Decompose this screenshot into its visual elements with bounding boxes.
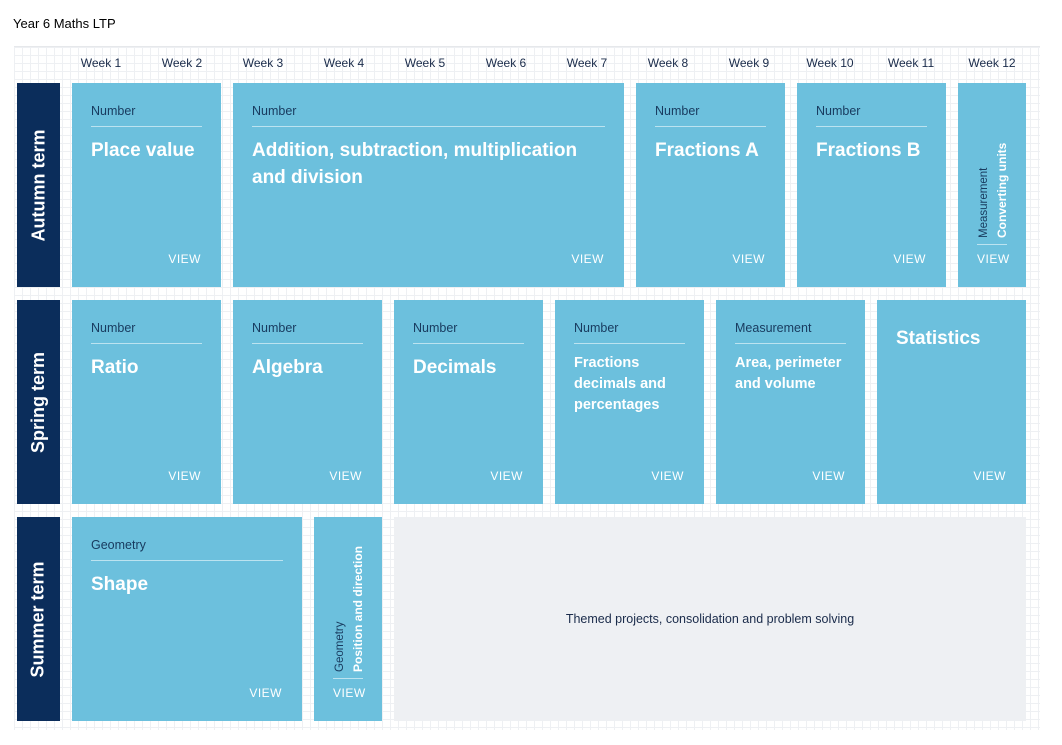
divider [413,343,524,344]
divider [574,343,685,344]
block-category: Number [252,104,297,118]
view-link[interactable]: VIEW [812,469,845,483]
week-header: Week 11 [887,56,935,70]
block-title: Ratio [91,357,139,378]
block-category: Number [816,104,861,118]
block-category: Number [252,321,297,335]
themed-projects-label: Themed projects, consolidation and probl… [565,612,855,626]
block-addition-subtraction[interactable]: Number Addition, subtraction, multiplica… [233,83,624,287]
week-header: Week 12 [968,56,1016,70]
spring-term-bar: Spring term [17,300,60,504]
block-category: Number [91,321,136,335]
view-link[interactable]: VIEW [973,469,1006,483]
block-category: Measurement [735,321,812,335]
block-title: Converting units [995,142,1009,238]
block-statistics[interactable]: Statistics VIEW [877,300,1026,504]
week-header: Week 8 [647,56,689,70]
view-link[interactable]: VIEW [490,469,523,483]
themed-projects-block: Themed projects, consolidation and probl… [394,517,1026,721]
week-header: Week 10 [806,56,854,70]
block-title: Fractions decimals and percentages [574,355,666,413]
divider [91,126,202,127]
divider [735,343,846,344]
block-title: Position and direction [351,545,365,672]
block-title: Addition, subtraction, multiplication an… [252,140,578,188]
block-decimals[interactable]: Number Decimals VIEW [394,300,543,504]
week-header: Week 2 [161,56,203,70]
block-category: Measurement [978,167,990,238]
divider [655,126,766,127]
spring-term-label: Spring term [28,351,49,453]
block-category: Geometry [91,538,146,552]
block-place-value[interactable]: Number Place value VIEW [72,83,221,287]
block-title: Decimals [413,357,497,378]
block-title: Area, perimeter and volume [735,355,842,392]
block-category: Number [413,321,458,335]
page-title: Year 6 Maths LTP [13,16,116,31]
autumn-term-bar: Autumn term [17,83,60,287]
divider [91,343,202,344]
block-fractions-decimals-percentages[interactable]: Number Fractions decimals and percentage… [555,300,704,504]
block-area-perimeter-volume[interactable]: Measurement Area, perimeter and volume V… [716,300,865,504]
view-link[interactable]: VIEW [168,252,201,266]
block-title: Fractions B [816,140,921,161]
block-title: Algebra [252,357,323,378]
block-category: Geometry [334,621,346,673]
block-title: Place value [91,140,195,161]
view-link[interactable]: VIEW [571,252,604,266]
summer-term-label: Summer term [28,560,49,678]
block-category: Number [91,104,136,118]
divider [816,126,927,127]
divider [977,244,1007,245]
divider [91,560,283,561]
block-algebra[interactable]: Number Algebra VIEW [233,300,382,504]
view-link[interactable]: VIEW [168,469,201,483]
view-link[interactable]: VIEW [333,686,366,700]
block-ratio[interactable]: Number Ratio VIEW [72,300,221,504]
week-header: Week 5 [404,56,446,70]
long-term-plan: Week 1 Week 2 Week 3 Week 4 Week 5 Week … [14,46,1040,730]
view-link[interactable]: VIEW [732,252,765,266]
block-title: Shape [91,574,149,595]
week-header: Week 3 [242,56,284,70]
week-header: Week 4 [323,56,365,70]
summer-term-bar: Summer term [17,517,60,721]
divider [252,343,363,344]
view-link[interactable]: VIEW [249,686,282,700]
autumn-term-label: Autumn term [28,129,48,241]
divider [333,678,363,679]
week-header: Week 1 [80,56,122,70]
week-header: Week 7 [566,56,608,70]
block-category: Number [574,321,619,335]
view-link[interactable]: VIEW [329,469,362,483]
block-shape[interactable]: Geometry Shape VIEW [72,517,302,721]
block-fractions-a[interactable]: Number Fractions A VIEW [636,83,785,287]
week-header: Week 6 [485,56,527,70]
view-link[interactable]: VIEW [651,469,684,483]
block-converting-units[interactable]: Measurement Converting units VIEW [958,83,1026,287]
view-link[interactable]: VIEW [893,252,926,266]
block-category: Number [655,104,700,118]
week-header: Week 9 [728,56,770,70]
block-title: Statistics [896,328,981,349]
view-link[interactable]: VIEW [977,252,1010,266]
block-position-direction[interactable]: Geometry Position and direction VIEW [314,517,382,721]
block-fractions-b[interactable]: Number Fractions B VIEW [797,83,946,287]
divider [252,126,605,127]
block-title: Fractions A [655,140,759,161]
